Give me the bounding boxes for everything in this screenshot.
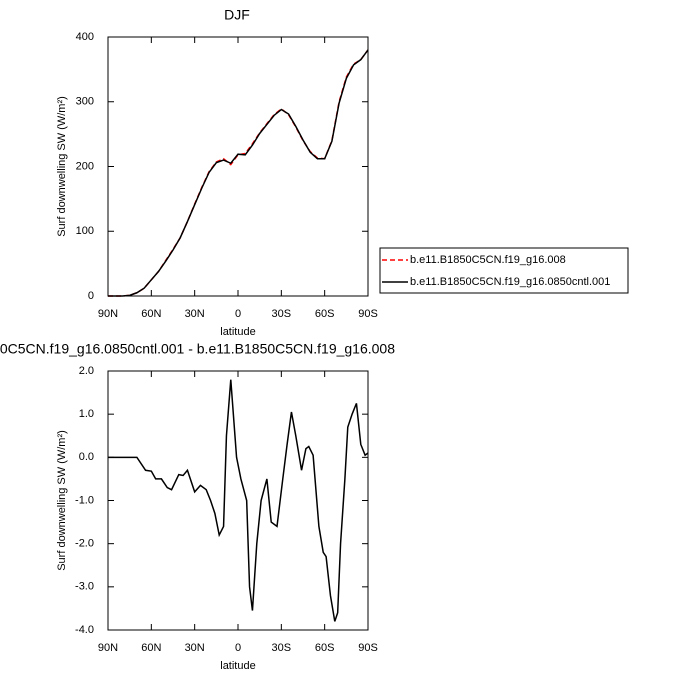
x-tick-label: 90S (358, 642, 378, 654)
x-tick-label: 90S (358, 308, 378, 320)
x-axis-label: latitude (220, 326, 255, 338)
x-tick-label: 60S (315, 642, 335, 654)
data-line (108, 379, 369, 622)
y-tick-label: 1.0 (79, 408, 94, 420)
y-tick-label: 0 (88, 290, 94, 302)
y-axis-label: Surf downwelling SW (W/m²) (56, 96, 68, 237)
y-tick-label: -2.0 (75, 538, 94, 550)
y-tick-label: 0.0 (79, 451, 94, 463)
y-tick-label: -3.0 (75, 581, 94, 593)
chart-title: DJF (224, 7, 250, 23)
x-tick-label: 60S (315, 308, 335, 320)
y-tick-label: 300 (76, 96, 94, 108)
x-tick-label: 0 (235, 642, 241, 654)
x-axis-label: latitude (220, 660, 255, 672)
y-axis-label: Surf downwelling SW (W/m²) (56, 430, 68, 571)
y-tick-label: 200 (76, 160, 94, 172)
y-tick-label: -4.0 (75, 624, 94, 636)
plot-frame (107, 36, 369, 297)
y-tick-label: 2.0 (79, 365, 94, 377)
x-tick-label: 0 (235, 308, 241, 320)
x-tick-label: 30S (272, 308, 292, 320)
x-tick-label: 30N (185, 308, 205, 320)
x-tick-label: 30S (272, 642, 292, 654)
legend-label: b.e11.B1850C5CN.f19_g16.0850cntl.001 (410, 276, 610, 288)
y-tick-label: 100 (76, 225, 94, 237)
x-tick-label: 90N (98, 308, 118, 320)
plot-frame (107, 370, 369, 631)
y-tick-label: -1.0 (75, 494, 94, 506)
x-tick-label: 60N (141, 308, 161, 320)
data-line (108, 49, 369, 297)
x-tick-label: 60N (141, 642, 161, 654)
x-tick-label: 30N (185, 642, 205, 654)
x-tick-label: 90N (98, 642, 118, 654)
legend-label: b.e11.B1850C5CN.f19_g16.008 (410, 254, 566, 266)
legend-box (379, 247, 629, 294)
chart-title: b.e11.B1850C5CN.f19_g16.0850cntl.001 - b… (0, 341, 395, 357)
y-tick-label: 400 (76, 31, 94, 43)
data-line (108, 49, 369, 297)
